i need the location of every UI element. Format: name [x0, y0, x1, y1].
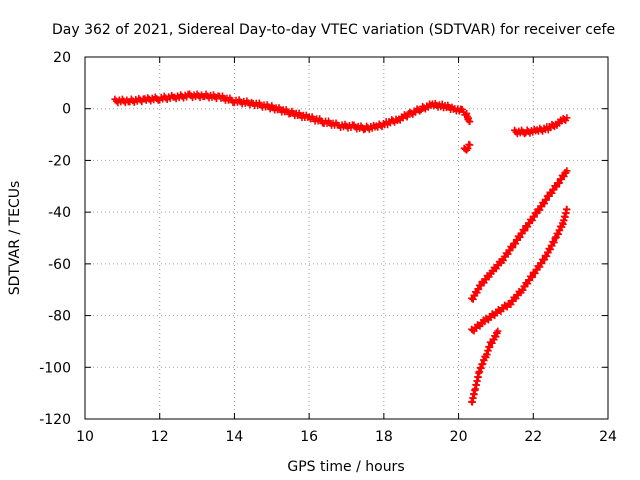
point-main-arc [466, 118, 474, 126]
y-tick-label: -40 [48, 205, 71, 221]
point-rising-upper [521, 227, 529, 235]
y-axis-label: SDTVAR / TECUs [7, 181, 23, 296]
plot-frame [84, 56, 609, 420]
data-points [111, 90, 571, 406]
y-tick-label: -20 [48, 153, 71, 169]
point-late-arc [563, 114, 571, 122]
x-axis-label: GPS time / hours [287, 459, 404, 475]
x-tick-label: 16 [300, 429, 318, 445]
point-main-arc [403, 113, 411, 121]
y-axis: 20 0 -20 -40 -60 -80 -100 -120 [39, 50, 608, 428]
y-tick-label: -80 [48, 309, 71, 325]
x-tick-label: 18 [375, 429, 393, 445]
point-rising-upper [542, 196, 550, 204]
x-tick-label: 14 [226, 429, 244, 445]
point-steep-segment [494, 327, 502, 335]
grid [85, 57, 608, 419]
x-axis: 10 12 14 16 18 20 22 24 [76, 57, 617, 445]
point-short-segment [466, 141, 474, 149]
x-tick-label: 22 [524, 429, 542, 445]
x-tick-label: 20 [450, 429, 468, 445]
point-rising-lower [528, 273, 536, 281]
y-tick-label: -100 [39, 360, 71, 376]
y-tick-label: 0 [62, 102, 71, 118]
y-tick-label: 20 [53, 50, 71, 66]
point-rising-lower [563, 206, 571, 214]
y-tick-label: -120 [39, 412, 71, 428]
x-tick-label: 12 [151, 429, 169, 445]
y-tick-label: -60 [48, 257, 71, 273]
chart-title: Day 362 of 2021, Sidereal Day-to-day VTE… [52, 22, 615, 38]
point-rising-upper [563, 167, 571, 175]
x-tick-label: 24 [599, 429, 617, 445]
point-rising-upper [509, 244, 517, 252]
x-tick-label: 10 [76, 429, 94, 445]
